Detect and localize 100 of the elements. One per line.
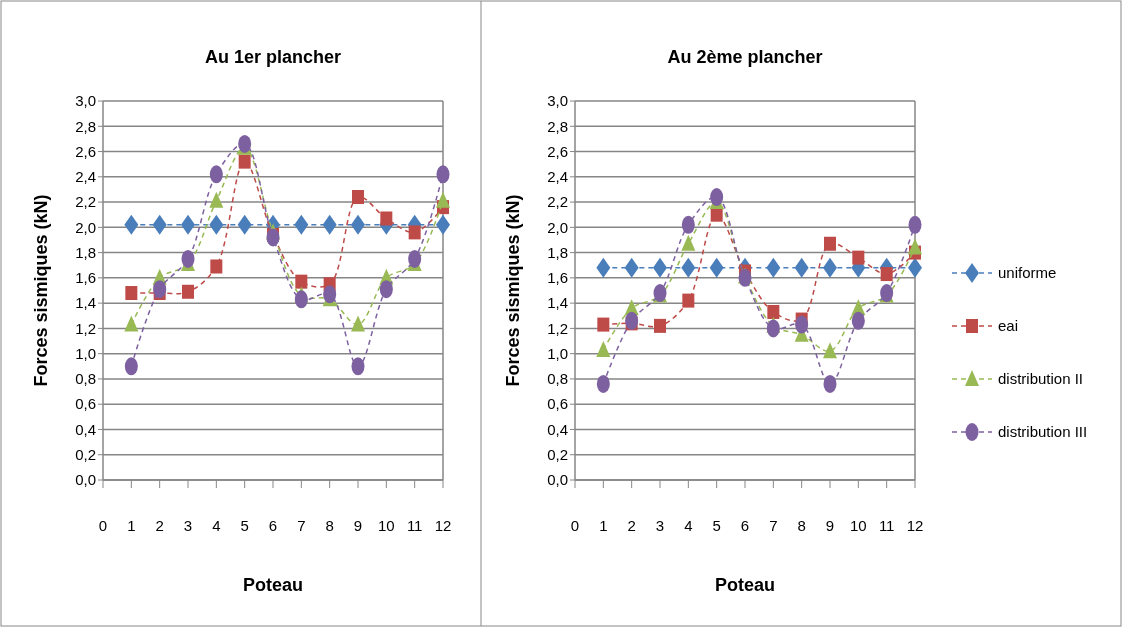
point <box>597 317 610 332</box>
point <box>624 257 639 278</box>
y-tick-label: 1,8 <box>75 243 96 261</box>
point <box>379 280 393 299</box>
x-tick-label: 12 <box>906 517 924 534</box>
point <box>436 191 450 208</box>
point <box>237 214 252 235</box>
point <box>880 267 893 282</box>
point <box>323 285 337 304</box>
point <box>124 214 139 235</box>
y-tick-label: 1,8 <box>547 243 568 261</box>
point <box>766 319 780 338</box>
point <box>408 249 422 268</box>
y-tick-label: 0,0 <box>75 471 96 489</box>
point <box>380 211 393 226</box>
x-tick-label: 0 <box>570 517 580 534</box>
point <box>851 311 865 330</box>
y-tick-label: 2,0 <box>547 218 568 236</box>
x-tick-label: 9 <box>353 517 363 534</box>
point <box>295 274 308 289</box>
x-tick-label: 4 <box>684 517 693 534</box>
y-tick-label: 1,2 <box>75 319 96 337</box>
point <box>294 214 309 235</box>
point <box>351 357 365 376</box>
point <box>181 249 195 268</box>
point <box>209 214 224 235</box>
y-tick-label: 2,4 <box>75 168 96 186</box>
point <box>153 280 167 299</box>
x-tick-label: 7 <box>769 517 778 534</box>
y-tick-label: 2,4 <box>547 168 568 186</box>
x-tick-label: 8 <box>325 517 334 534</box>
point <box>710 207 723 222</box>
point <box>823 342 837 359</box>
point <box>681 257 696 278</box>
x-tick-label: 3 <box>655 517 665 534</box>
y-tick-label: 1,6 <box>547 269 568 287</box>
chart-title: Au 2ème plancher <box>667 47 823 67</box>
point <box>710 188 724 207</box>
x-tick-label: 11 <box>406 517 423 534</box>
y-tick-label: 0,8 <box>75 370 96 388</box>
point <box>767 304 780 319</box>
x-tick-label: 6 <box>740 517 750 534</box>
point <box>794 257 809 278</box>
x-axis-title: Poteau <box>242 575 304 595</box>
y-axis-title: Forces sismiques (kN) <box>31 194 51 387</box>
point <box>625 311 639 330</box>
point <box>238 154 251 169</box>
point <box>152 214 167 235</box>
point <box>766 257 781 278</box>
y-tick-label: 1,2 <box>547 319 568 337</box>
y-tick-label: 0,4 <box>75 420 96 438</box>
x-tick-label: 4 <box>212 517 221 534</box>
point <box>596 257 611 278</box>
point <box>596 374 610 393</box>
y-axis-title: Forces sismiques (kN) <box>503 194 523 387</box>
y-tick-label: 3,0 <box>75 92 96 110</box>
x-tick-label: 3 <box>183 517 193 534</box>
x-tick-label: 10 <box>849 517 867 534</box>
x-tick-label: 2 <box>155 517 164 534</box>
point <box>795 315 809 334</box>
point <box>209 165 223 184</box>
x-tick-label: 10 <box>377 517 395 534</box>
x-tick-label: 1 <box>599 517 608 534</box>
y-tick-label: 0,0 <box>547 471 568 489</box>
y-tick-label: 1,0 <box>547 344 568 362</box>
y-tick-label: 2,2 <box>547 193 568 211</box>
x-tick-label: 9 <box>825 517 835 534</box>
point <box>351 315 365 332</box>
legend-label: distribution II <box>998 370 1084 388</box>
x-tick-label: 5 <box>712 517 721 534</box>
x-tick-label: 0 <box>98 517 108 534</box>
legend-label: distribution III <box>998 423 1088 441</box>
point <box>294 290 308 309</box>
point <box>908 215 922 234</box>
point <box>824 236 836 251</box>
point <box>238 134 252 153</box>
x-tick-label: 2 <box>627 517 636 534</box>
point <box>209 191 224 208</box>
point <box>682 293 695 308</box>
point <box>124 315 139 332</box>
point <box>596 340 611 357</box>
point <box>908 238 922 255</box>
y-tick-label: 2,2 <box>75 193 96 211</box>
point <box>408 225 421 240</box>
y-tick-label: 2,8 <box>75 117 96 135</box>
y-tick-label: 1,0 <box>75 344 96 362</box>
y-tick-label: 0,2 <box>75 445 96 463</box>
point <box>852 250 865 265</box>
point <box>352 190 364 205</box>
y-tick-label: 0,4 <box>547 420 568 438</box>
point <box>210 259 223 274</box>
y-tick-label: 0,6 <box>547 395 568 413</box>
point <box>709 257 724 278</box>
point <box>266 228 280 247</box>
y-tick-label: 1,4 <box>547 294 568 312</box>
x-tick-label: 1 <box>127 517 136 534</box>
y-tick-label: 2,8 <box>547 117 568 135</box>
y-tick-label: 2,0 <box>75 218 96 236</box>
y-tick-label: 1,6 <box>75 269 96 287</box>
x-tick-label: 8 <box>797 517 806 534</box>
